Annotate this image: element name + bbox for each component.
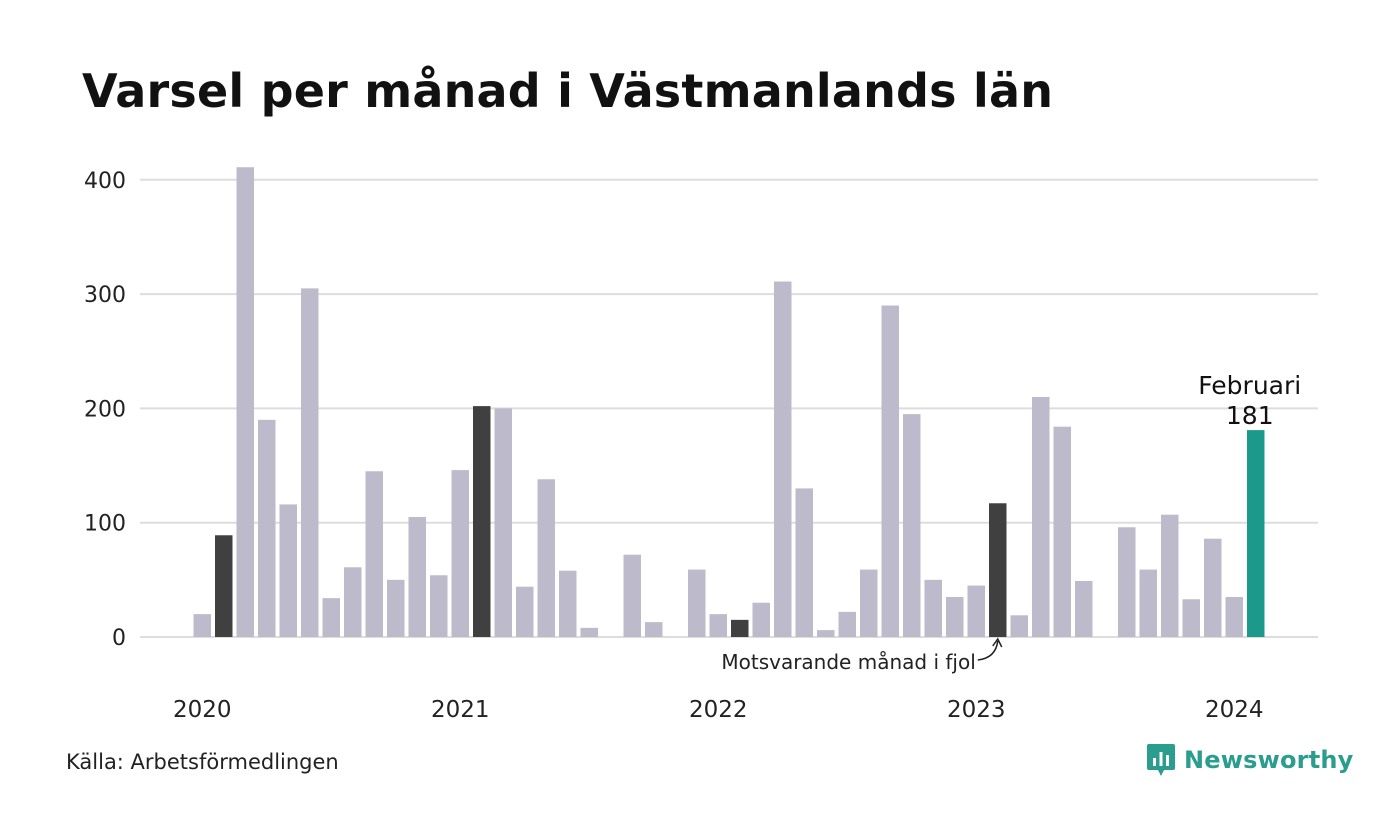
bar-2020-12 — [430, 575, 448, 637]
bar-2020-07 — [322, 598, 340, 637]
x-year-label: 2023 — [947, 697, 1006, 723]
bar-chart: 0 100 200 300 400 2020 2021 2022 2023 2024 Febru… — [84, 167, 1318, 723]
bar-2023-10 — [1161, 514, 1179, 637]
y-tick-label: 400 — [84, 169, 126, 194]
bar-2020-11 — [408, 516, 426, 637]
bar-2020-08 — [344, 567, 362, 637]
bar-2022-11 — [924, 579, 942, 637]
y-axis-ticks: 0 100 200 300 400 — [84, 169, 126, 651]
bar-2020-01 — [193, 614, 211, 637]
annotation-group: Motsvarande månad i fjol — [721, 637, 1003, 674]
bar-2023-03 — [1010, 615, 1028, 637]
bar-2022-09 — [881, 305, 899, 637]
bar-2020-02 — [215, 535, 233, 637]
highlight-value-label: 181 — [1226, 401, 1274, 430]
bar-2022-03 — [752, 602, 770, 637]
bar-2020-04 — [258, 419, 276, 637]
bar-2020-09 — [365, 471, 383, 637]
bar-2024-02 — [1247, 430, 1265, 637]
y-tick-label: 300 — [84, 283, 126, 308]
bar-2022-05 — [795, 488, 813, 637]
bar-2021-02 — [473, 406, 491, 637]
x-year-label: 2020 — [173, 697, 232, 723]
annotation-text: Motsvarande månad i fjol — [721, 650, 975, 674]
x-year-label: 2021 — [431, 697, 490, 723]
bar-2021-07 — [580, 627, 598, 637]
bars — [193, 167, 1265, 638]
bar-2023-09 — [1139, 569, 1157, 637]
y-tick-label: 200 — [84, 397, 126, 422]
bar-2023-08 — [1118, 527, 1136, 637]
bar-2023-11 — [1182, 599, 1200, 637]
bar-2021-04 — [516, 586, 534, 637]
bar-2022-06 — [817, 630, 835, 637]
logo-icon — [1147, 744, 1175, 776]
bar-2020-10 — [387, 579, 405, 637]
bar-2021-03 — [494, 408, 512, 637]
chart-title: Varsel per månad i Västmanlands län — [82, 64, 1054, 118]
bar-2024-01 — [1225, 596, 1243, 637]
bar-2021-10 — [645, 622, 663, 637]
source-note: Källa: Arbetsförmedlingen — [66, 750, 339, 774]
y-tick-label: 0 — [112, 626, 126, 651]
x-axis-year-labels: 2020 2021 2022 2023 2024 — [173, 697, 1264, 723]
bar-2021-12 — [688, 569, 706, 637]
annotation-arrowhead — [992, 637, 1003, 648]
y-tick-label: 100 — [84, 512, 126, 537]
bar-2023-02 — [989, 503, 1007, 637]
bar-2021-05 — [537, 479, 555, 637]
bar-2020-06 — [301, 288, 319, 637]
bar-2023-01 — [967, 585, 985, 637]
bar-2020-03 — [236, 167, 254, 638]
newsworthy-logo: Newsworthy — [1146, 742, 1354, 778]
bar-2022-08 — [860, 569, 878, 637]
bar-2022-02 — [731, 619, 749, 637]
x-year-label: 2022 — [689, 697, 748, 723]
bar-2023-06 — [1075, 580, 1093, 637]
bar-2020-05 — [279, 504, 297, 637]
annotation-arrow — [977, 640, 999, 661]
logo-text: Newsworthy — [1184, 746, 1354, 774]
bar-2021-09 — [623, 554, 641, 637]
bar-2022-07 — [838, 611, 856, 637]
bar-2023-04 — [1032, 396, 1050, 637]
bar-2022-12 — [946, 596, 964, 637]
x-year-label: 2024 — [1205, 697, 1264, 723]
bar-2022-10 — [903, 414, 921, 637]
bar-2022-01 — [709, 614, 727, 637]
bar-2023-12 — [1204, 538, 1222, 637]
bar-2021-01 — [451, 470, 469, 637]
bar-2023-05 — [1053, 426, 1071, 637]
bar-2022-04 — [774, 281, 792, 637]
bar-2021-06 — [559, 570, 577, 637]
highlight-month-label: Februari — [1198, 371, 1301, 400]
